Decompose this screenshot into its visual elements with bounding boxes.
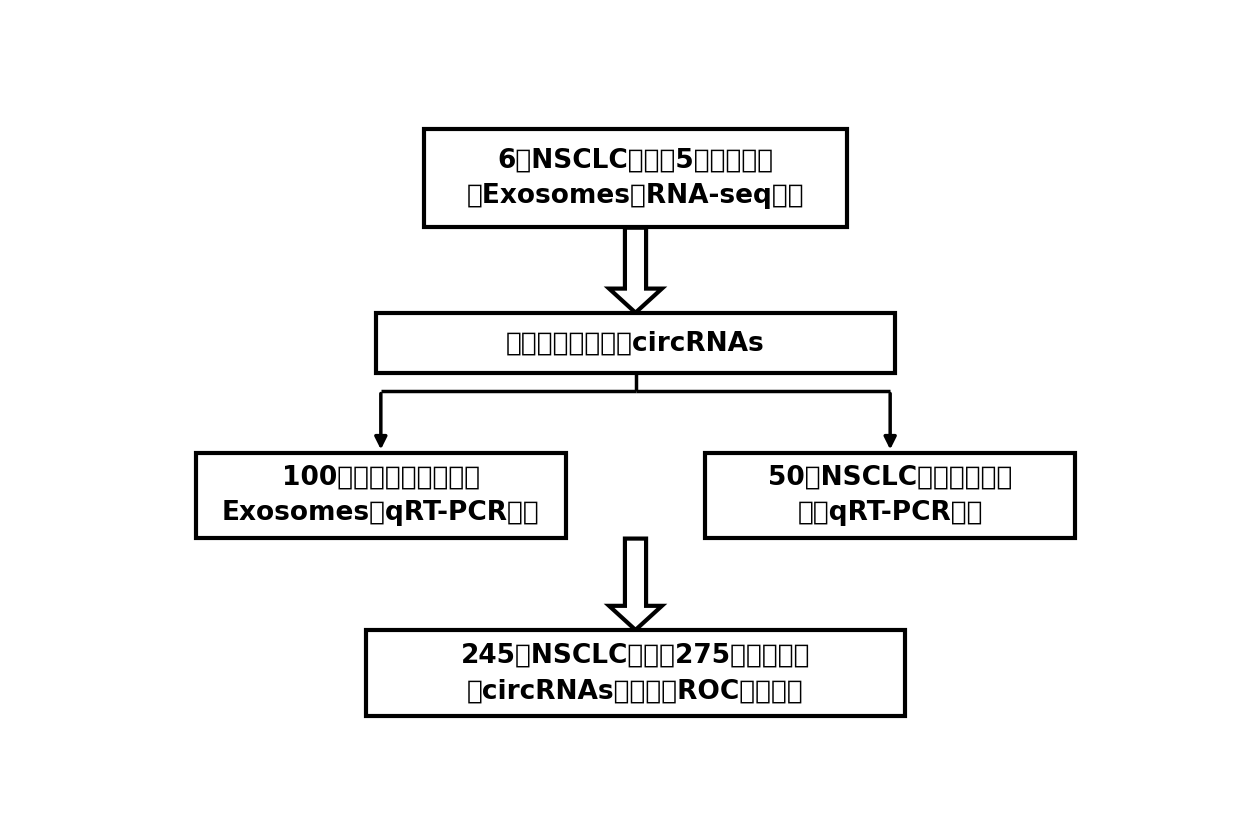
FancyBboxPatch shape (196, 452, 565, 538)
Text: 50寺NSCLC和癌旁正常组
织的qRT-PCR检测: 50寺NSCLC和癌旁正常组 织的qRT-PCR检测 (768, 465, 1012, 527)
FancyBboxPatch shape (367, 630, 905, 716)
Text: 100对病例和对照外周血
Exosomes的qRT-PCR检测: 100对病例和对照外周血 Exosomes的qRT-PCR检测 (222, 465, 539, 527)
FancyBboxPatch shape (424, 129, 847, 227)
FancyBboxPatch shape (706, 452, 1075, 538)
Text: 245例NSCLC病例与275例对照外泌
体circRNAs标志物的ROC曲线分析: 245例NSCLC病例与275例对照外泌 体circRNAs标志物的ROC曲线分… (461, 642, 810, 704)
FancyBboxPatch shape (376, 313, 895, 373)
Polygon shape (609, 539, 662, 630)
Text: 表达有显著差异的circRNAs: 表达有显著差异的circRNAs (506, 330, 765, 356)
Text: 6例NSCLC病例和5例肺炎外周
血Exosomes的RNA-seq检测: 6例NSCLC病例和5例肺炎外周 血Exosomes的RNA-seq检测 (466, 147, 805, 209)
Polygon shape (609, 227, 662, 312)
